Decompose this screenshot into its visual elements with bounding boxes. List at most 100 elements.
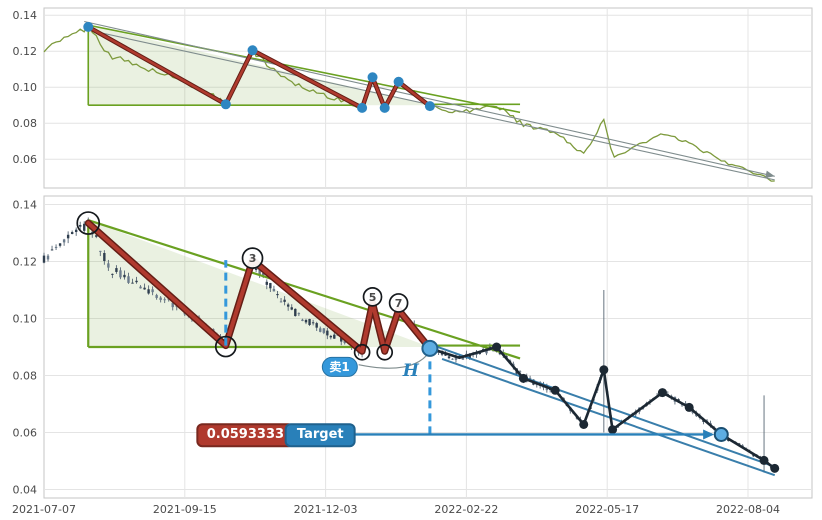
overview-pivot-dot (83, 21, 94, 32)
y-axis-label: 0.12 (13, 256, 38, 269)
candle-body (262, 273, 265, 277)
candle-body (297, 313, 301, 315)
candle-body (254, 268, 258, 270)
candle-body (478, 353, 482, 355)
x-axis-label: 2021-07-07 (12, 503, 76, 516)
pivot-circle (376, 343, 394, 361)
candle-body (107, 263, 110, 268)
black-pivot-dot (550, 385, 560, 395)
trend-channel-line (429, 343, 776, 468)
trendline-arrowhead (765, 170, 775, 179)
candle-body (684, 403, 687, 405)
candle-body (95, 235, 98, 237)
candle-body (147, 289, 150, 294)
y-axis-label: 0.14 (13, 9, 38, 22)
candle-body (70, 232, 74, 234)
pivot-number: 7 (395, 297, 403, 310)
target-arrowhead (703, 429, 715, 440)
y-axis-label: 0.08 (13, 117, 38, 130)
candle-body (74, 229, 78, 233)
y-axis-label: 0.08 (13, 369, 38, 382)
candle-body (143, 287, 146, 290)
candle-body (308, 318, 311, 325)
candle-body (528, 377, 532, 379)
candle-body (468, 355, 471, 359)
black-pivot-dot (579, 419, 589, 429)
overview-pivot-dot (220, 99, 231, 110)
trend-channel-line (441, 358, 776, 477)
y-axis-label: 0.04 (13, 483, 38, 496)
black-pivot-dot (608, 425, 618, 435)
candle-body (66, 234, 70, 239)
overview-pivot-dot (367, 72, 378, 83)
candle-body (269, 283, 272, 289)
candle-body (322, 328, 326, 333)
candle-body (163, 299, 166, 301)
candle-body (62, 239, 66, 243)
triangle-fill (88, 25, 430, 106)
pivot-circle (362, 286, 383, 307)
target-hit-marker (713, 426, 729, 442)
candle-body (272, 288, 276, 292)
black-pivot-dot (657, 388, 667, 398)
candle-body (315, 323, 318, 328)
candle-body (304, 319, 308, 323)
candle-body (279, 301, 283, 303)
overview-pivot-dot (247, 45, 258, 56)
black-pivot-dot (759, 455, 769, 465)
candle-body (139, 286, 142, 289)
overview-trendline (84, 20, 775, 177)
candle-body (461, 357, 465, 360)
candle-body (451, 358, 454, 360)
candle-body (135, 280, 138, 283)
candle-body (301, 319, 304, 321)
candle-body (265, 281, 268, 285)
pivot-circle (353, 343, 371, 361)
candle-body (286, 304, 290, 307)
black-pivot-dot (770, 463, 780, 473)
candle-body (58, 243, 62, 246)
candle-body (131, 282, 134, 284)
candle-body (326, 330, 329, 336)
candle-body (329, 335, 333, 338)
candle-body (127, 276, 130, 283)
x-axis-label: 2021-12-03 (294, 503, 358, 516)
y-axis-label: 0.06 (13, 153, 38, 166)
candle-body (111, 273, 114, 275)
x-axis-label: 2022-08-04 (716, 503, 780, 516)
candle-body (46, 255, 50, 260)
candle-body (155, 295, 158, 298)
candle-body (50, 249, 54, 251)
candle-body (83, 223, 86, 231)
y-axis-label: 0.10 (13, 81, 38, 94)
candle-body (103, 253, 106, 261)
candle-body (488, 346, 492, 349)
y-axis-label: 0.14 (13, 199, 38, 212)
x-axis-label: 2022-02-22 (434, 503, 498, 516)
overview-pivot-dot (379, 102, 390, 113)
candle-body (151, 289, 154, 293)
black-pivot-dot (492, 342, 502, 352)
triangle-fill (88, 220, 430, 347)
candle-body (333, 334, 336, 339)
candle-body (79, 225, 82, 227)
triangle-upper-line (87, 219, 521, 360)
pivot-circle (214, 335, 237, 358)
y-axis-label: 0.12 (13, 45, 38, 58)
pivot-circle (388, 293, 409, 313)
triangle-upper-line (88, 24, 521, 114)
candle-body (518, 371, 522, 373)
candle-body (258, 269, 261, 275)
candle-body (276, 294, 279, 296)
pivot-circle (241, 247, 264, 269)
red-zigzag (86, 221, 432, 354)
black-pivot-dot (518, 373, 528, 383)
y-axis-label: 0.10 (13, 313, 38, 326)
overview-panel[interactable] (43, 7, 813, 189)
black-pivot-dot (599, 365, 609, 375)
candle-body (171, 302, 174, 308)
candle-body (119, 270, 122, 278)
x-axis-label: 2021-09-15 (153, 503, 217, 516)
